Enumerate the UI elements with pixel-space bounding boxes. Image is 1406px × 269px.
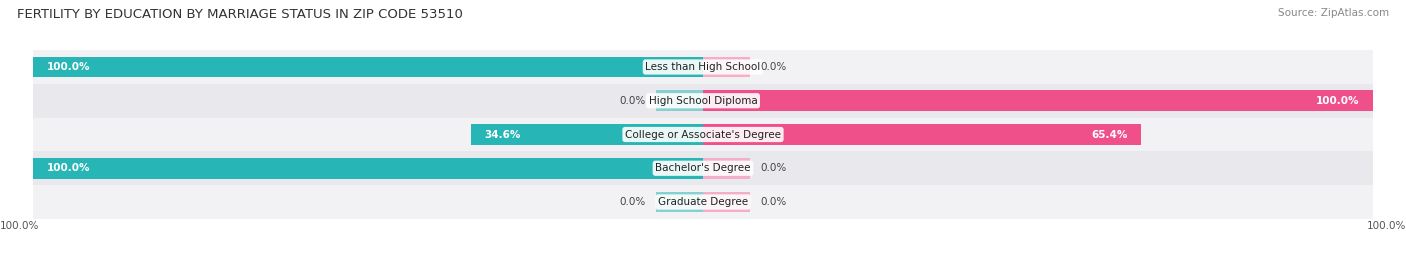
Text: High School Diploma: High School Diploma [648, 96, 758, 106]
Text: 100.0%: 100.0% [1367, 221, 1406, 231]
Text: Less than High School: Less than High School [645, 62, 761, 72]
Bar [34, 56, 703, 77]
Text: College or Associate's Degree: College or Associate's Degree [626, 129, 780, 140]
Bar [34, 50, 1372, 84]
Bar [657, 192, 703, 213]
Bar [657, 90, 703, 111]
Bar [471, 124, 703, 145]
Text: Source: ZipAtlas.com: Source: ZipAtlas.com [1278, 8, 1389, 18]
Text: Bachelor's Degree: Bachelor's Degree [655, 163, 751, 173]
Text: 100.0%: 100.0% [46, 163, 90, 173]
Text: 100.0%: 100.0% [1316, 96, 1360, 106]
Text: 65.4%: 65.4% [1091, 129, 1128, 140]
Text: 100.0%: 100.0% [0, 221, 39, 231]
Text: Graduate Degree: Graduate Degree [658, 197, 748, 207]
Text: 34.6%: 34.6% [485, 129, 522, 140]
Bar [34, 158, 703, 179]
Bar [703, 192, 749, 213]
Text: 0.0%: 0.0% [620, 96, 647, 106]
Text: 0.0%: 0.0% [620, 197, 647, 207]
Bar [703, 90, 1372, 111]
Text: 0.0%: 0.0% [759, 62, 786, 72]
Bar [703, 56, 749, 77]
Text: 0.0%: 0.0% [759, 163, 786, 173]
Bar [703, 124, 1140, 145]
Text: 0.0%: 0.0% [759, 197, 786, 207]
Bar [34, 185, 1372, 219]
Bar [34, 151, 1372, 185]
Bar [703, 158, 749, 179]
Bar [34, 118, 1372, 151]
Bar [34, 84, 1372, 118]
Text: FERTILITY BY EDUCATION BY MARRIAGE STATUS IN ZIP CODE 53510: FERTILITY BY EDUCATION BY MARRIAGE STATU… [17, 8, 463, 21]
Text: 100.0%: 100.0% [46, 62, 90, 72]
